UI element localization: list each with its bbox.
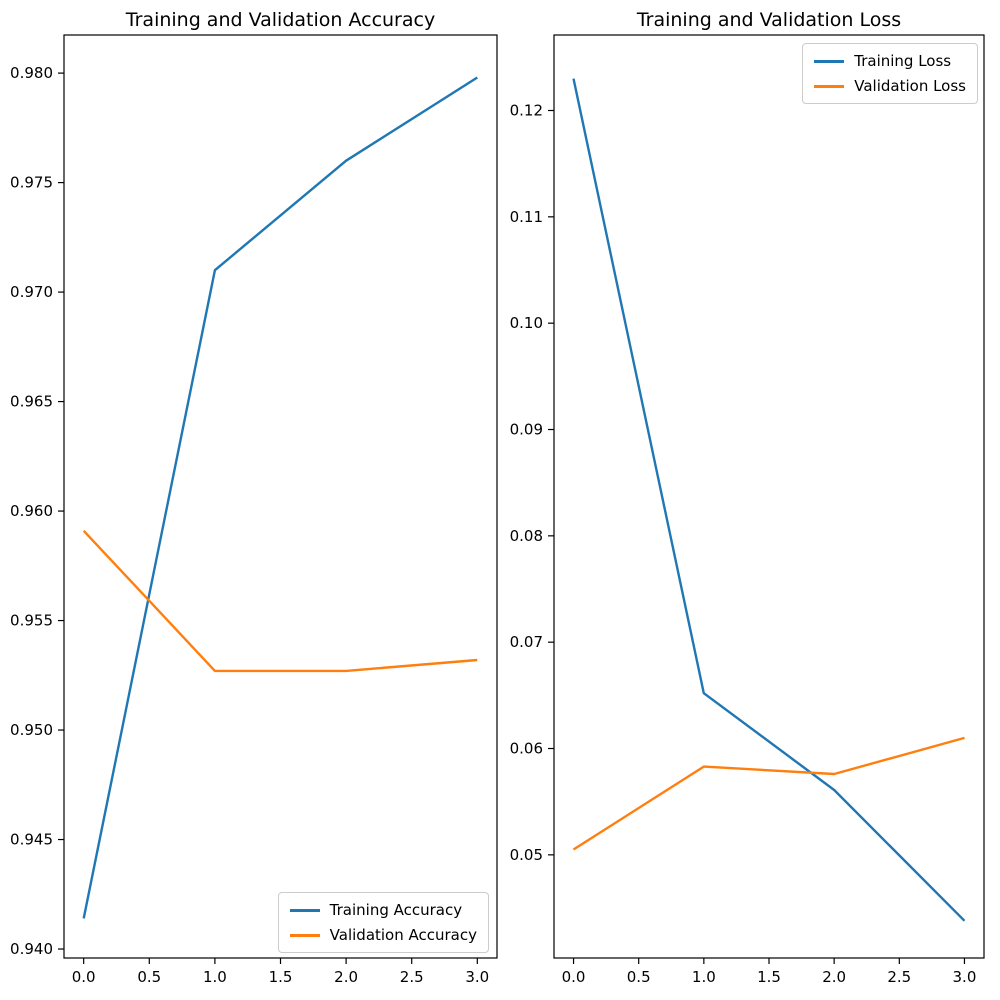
legend-entry-validation-loss: Validation Loss	[814, 77, 966, 95]
x-tick-label: 1.5	[757, 968, 781, 986]
accuracy-chart-title: Training and Validation Accuracy	[125, 9, 436, 31]
series-line-validation-loss	[572, 736, 965, 851]
x-tick-label: 0.5	[137, 968, 161, 986]
x-tick-label: 0.0	[72, 968, 96, 986]
y-tick-label: 0.950	[10, 721, 53, 739]
training-accuracy-line-swatch	[289, 908, 320, 912]
y-tick-label: 0.10	[510, 314, 543, 332]
legend-label-training-accuracy: Training Accuracy	[329, 901, 463, 919]
series-line-training-accuracy	[82, 76, 478, 919]
x-tick-label: 1.5	[269, 968, 293, 986]
x-tick-label: 3.0	[465, 968, 489, 986]
y-tick-label: 0.07	[510, 633, 543, 651]
x-tick-label: 2.0	[334, 968, 358, 986]
x-tick-label: 1.0	[203, 968, 227, 986]
training-loss-line-swatch	[814, 59, 845, 63]
legend-label-validation-accuracy: Validation Accuracy	[329, 926, 477, 944]
loss-chart-title: Training and Validation Loss	[636, 9, 902, 31]
legend-entry-training-accuracy: Training Accuracy	[289, 901, 477, 919]
y-tick-label: 0.09	[510, 421, 543, 439]
legend-entry-training-loss: Training Loss	[814, 52, 966, 70]
legend-entry-validation-accuracy: Validation Accuracy	[289, 926, 477, 944]
y-tick-label: 0.940	[10, 940, 53, 958]
legend-label-training-loss: Training Loss	[854, 52, 952, 70]
validation-loss-line-swatch	[814, 84, 845, 88]
y-tick-label: 0.05	[510, 846, 543, 864]
legend-label-validation-loss: Validation Loss	[854, 77, 966, 95]
x-tick-label: 0.0	[562, 968, 586, 986]
x-tick-label: 0.5	[627, 968, 651, 986]
x-tick-label: 2.0	[822, 968, 846, 986]
validation-accuracy-line-swatch	[289, 933, 320, 937]
y-tick-label: 0.11	[510, 208, 543, 226]
loss-legend: Training Loss Validation Loss	[802, 43, 978, 104]
x-tick-label: 1.0	[692, 968, 716, 986]
y-tick-label: 0.965	[10, 393, 53, 411]
y-tick-label: 0.12	[510, 101, 543, 119]
y-tick-label: 0.945	[10, 831, 53, 849]
x-tick-label: 2.5	[887, 968, 911, 986]
y-tick-label: 0.970	[10, 283, 53, 301]
y-tick-label: 0.955	[10, 612, 53, 630]
y-tick-label: 0.975	[10, 174, 53, 192]
series-line-validation-accuracy	[82, 529, 478, 673]
y-tick-label: 0.960	[10, 502, 53, 520]
x-tick-label: 2.5	[400, 968, 424, 986]
y-tick-label: 0.980	[10, 64, 53, 82]
accuracy-legend: Training Accuracy Validation Accuracy	[277, 892, 489, 953]
plot-area	[63, 34, 498, 959]
y-tick-label: 0.06	[510, 740, 543, 758]
series-line-training-loss	[572, 78, 966, 922]
x-tick-label: 3.0	[953, 968, 977, 986]
plot-area	[553, 34, 985, 959]
y-tick-label: 0.08	[510, 527, 543, 545]
